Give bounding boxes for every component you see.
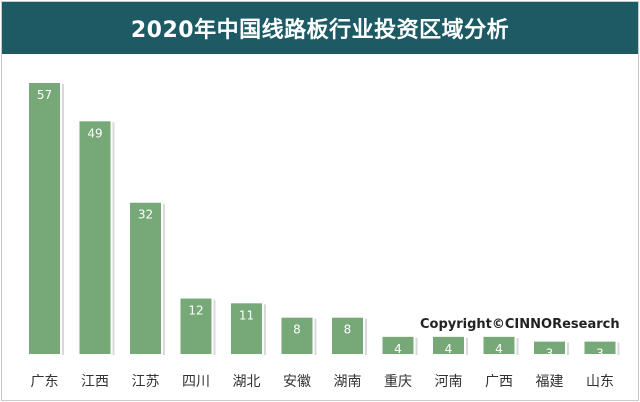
value-label-广西: 4 [495, 342, 503, 356]
category-label-江西: 江西 [81, 374, 109, 390]
bar-江苏 [128, 200, 163, 356]
category-label-重庆: 重庆 [384, 374, 412, 390]
category-label-广西: 广西 [485, 374, 513, 390]
bar-安徽 [279, 315, 315, 356]
bar-湖北 [229, 301, 264, 357]
bar-江西 [77, 119, 113, 356]
category-label-安徽: 安徽 [283, 374, 311, 390]
value-label-湖北: 11 [239, 308, 254, 322]
category-label-山东: 山东 [586, 374, 614, 390]
value-label-福建: 3 [546, 347, 554, 361]
category-label-湖北: 湖北 [233, 374, 261, 390]
category-label-江苏: 江苏 [132, 374, 160, 390]
value-label-四川: 12 [188, 304, 203, 318]
category-label-河南: 河南 [435, 374, 463, 390]
bar-福建 [532, 339, 567, 357]
category-label-湖南: 湖南 [334, 374, 362, 390]
bar-广东 [27, 81, 62, 356]
bar-河南 [431, 334, 466, 356]
bar-重庆 [380, 334, 416, 356]
title-bar: 2020年中国线路板行业投资区域分析 [2, 2, 638, 54]
category-label-四川: 四川 [182, 374, 210, 390]
chart-title: 2020年中国线路板行业投资区域分析 [130, 18, 510, 43]
category-label-广东: 广东 [31, 374, 59, 390]
bar-山东 [582, 339, 618, 357]
value-label-江苏: 32 [138, 208, 153, 222]
value-label-安徽: 8 [293, 323, 301, 337]
value-label-湖南: 8 [344, 323, 352, 337]
value-label-广东: 57 [37, 88, 52, 102]
bar-四川 [178, 296, 214, 356]
bar-广西 [481, 334, 517, 356]
value-label-江西: 49 [87, 126, 102, 140]
value-label-山东: 3 [596, 347, 604, 361]
category-label-福建: 福建 [536, 374, 564, 390]
bar-湖南 [330, 315, 365, 356]
value-label-河南: 4 [445, 342, 453, 356]
copyright-watermark: Copyright©CINNOResearch [420, 317, 620, 332]
value-label-重庆: 4 [394, 342, 402, 356]
